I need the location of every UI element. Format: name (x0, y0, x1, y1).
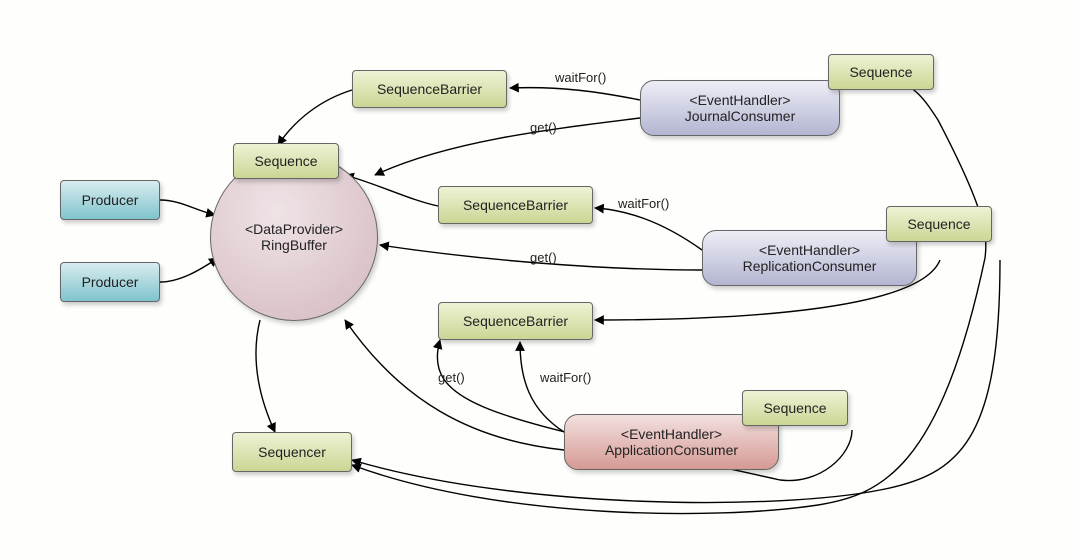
node-label-line2: JournalConsumer (685, 108, 796, 124)
node-replication: <EventHandler>ReplicationConsumer (702, 230, 917, 286)
node-label-line2: RingBuffer (261, 237, 327, 253)
node-application_seq: Sequence (742, 390, 848, 426)
node-label: SequenceBarrier (463, 197, 568, 213)
node-producer2: Producer (60, 262, 160, 302)
edge-label-5: get() (530, 250, 557, 265)
edge-10 (256, 320, 275, 432)
node-seq_barrier3: SequenceBarrier (438, 302, 593, 340)
node-label: Sequence (763, 400, 826, 416)
edge-label-4: waitFor() (618, 196, 669, 211)
node-label-line2: ApplicationConsumer (605, 442, 738, 458)
node-producer1: Producer (60, 180, 160, 220)
node-replication_seq: Sequence (886, 206, 992, 242)
node-label: Producer (82, 274, 139, 290)
edge-4 (595, 208, 702, 250)
node-label-line1: <DataProvider> (245, 221, 343, 237)
node-label-line2: ReplicationConsumer (743, 258, 877, 274)
node-journal: <EventHandler>JournalConsumer (640, 80, 840, 136)
node-sequencer: Sequencer (232, 432, 352, 472)
node-label-line1: <EventHandler> (621, 426, 722, 442)
edge-label-3: get() (530, 120, 557, 135)
node-label: SequenceBarrier (377, 81, 482, 97)
node-label: Sequence (907, 216, 970, 232)
edge-0 (160, 200, 215, 215)
edge-6 (520, 342, 564, 432)
node-rb_sequence: Sequence (233, 143, 339, 179)
node-label: Sequence (254, 153, 317, 169)
node-label: Sequence (849, 64, 912, 80)
edge-label-7: get() (438, 370, 465, 385)
edge-label-2: waitFor() (555, 70, 606, 85)
node-label-line1: <EventHandler> (759, 242, 860, 258)
edge-1 (160, 258, 218, 282)
node-seq_barrier2: SequenceBarrier (438, 186, 593, 224)
edge-label-6: waitFor() (540, 370, 591, 385)
node-label: Sequencer (258, 444, 326, 460)
node-journal_seq: Sequence (828, 54, 934, 90)
node-label-line1: <EventHandler> (689, 92, 790, 108)
node-seq_barrier1: SequenceBarrier (352, 70, 507, 108)
edge-3 (375, 118, 640, 175)
edge-8 (278, 90, 352, 145)
edge-2 (510, 88, 640, 100)
node-label: SequenceBarrier (463, 313, 568, 329)
node-label: Producer (82, 192, 139, 208)
